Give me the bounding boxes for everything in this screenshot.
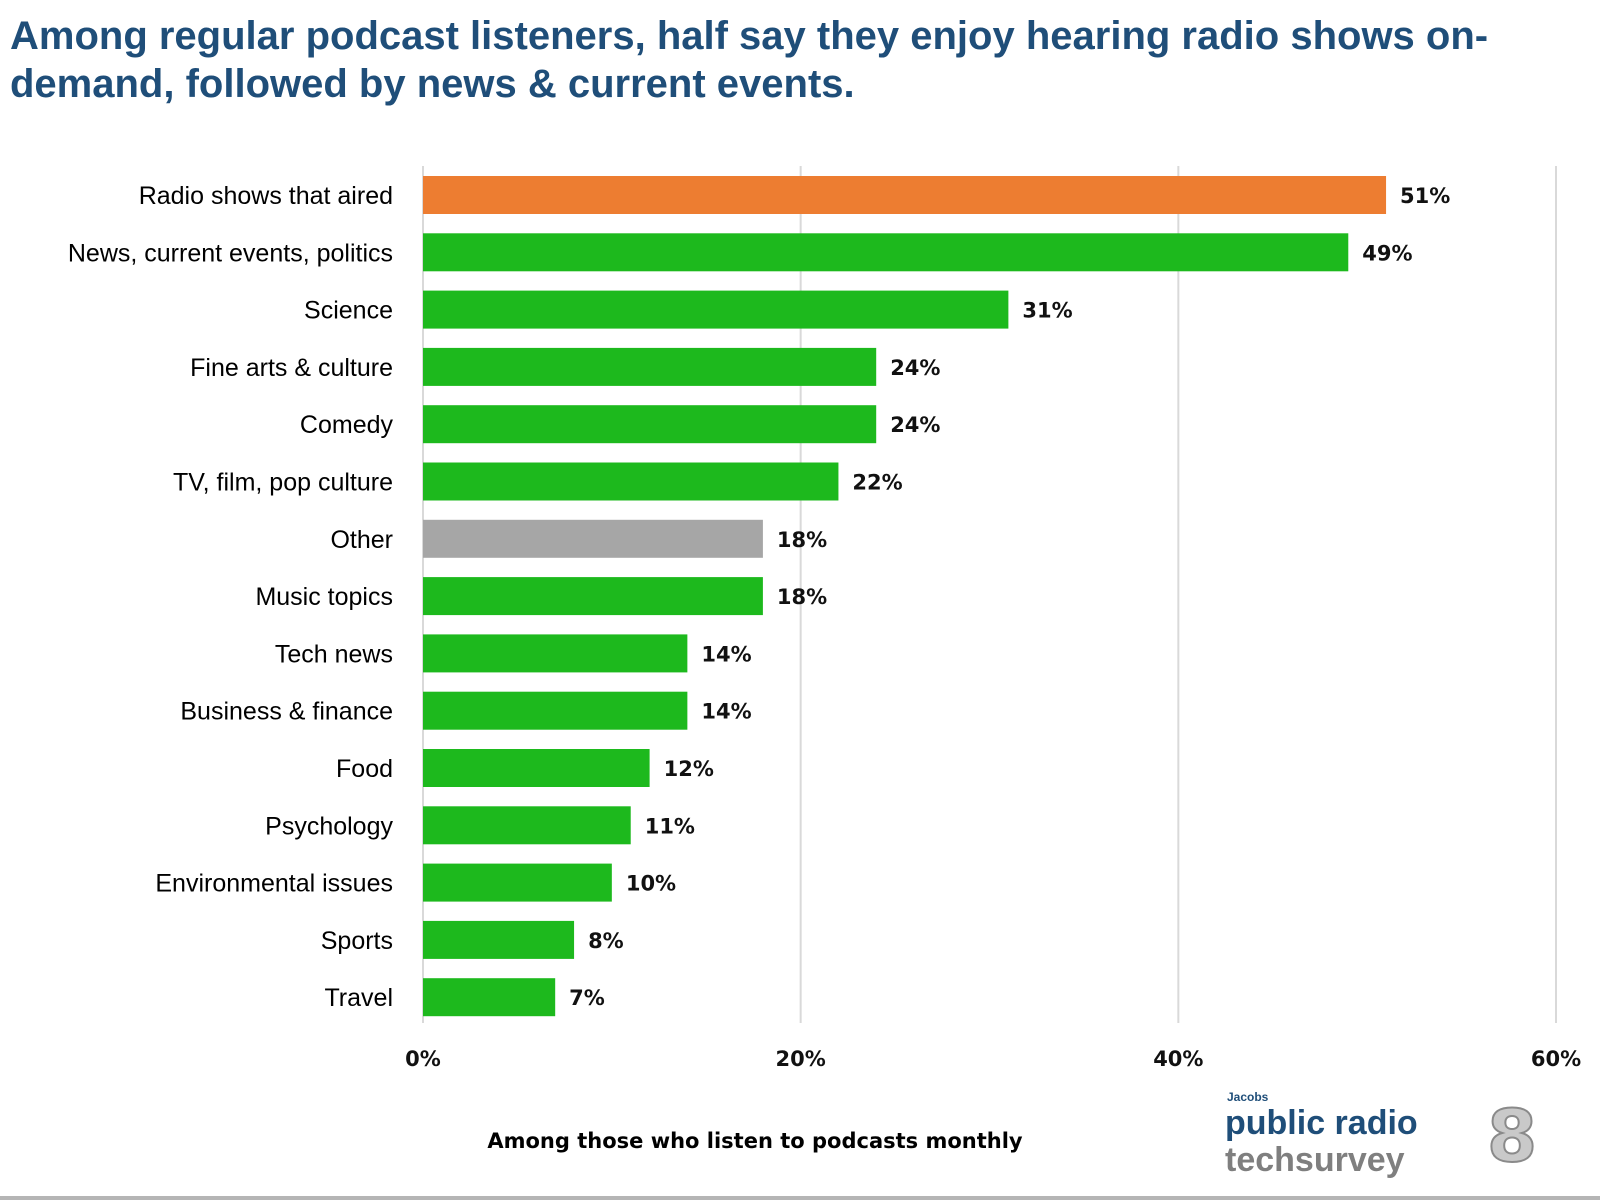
data-label: 24% [890, 356, 940, 380]
bar [423, 577, 763, 616]
category-label: Psychology [265, 812, 393, 840]
category-label: Tech news [275, 640, 393, 668]
logo-small-text: Jacobs [1227, 1090, 1269, 1104]
bar [423, 978, 556, 1017]
bar [423, 920, 575, 959]
x-axis-label: Among those who listen to podcasts month… [487, 1129, 1023, 1153]
data-label: 7% [569, 986, 605, 1010]
category-label: Science [304, 297, 393, 325]
bottom-divider [0, 1196, 1600, 1200]
category-label: Comedy [300, 411, 394, 439]
data-label: 24% [890, 413, 940, 437]
bar-chart: 0% 20% 40% 60% Radio shows that aired 51% News… [68, 166, 1581, 1071]
x-tick-label: 40% [1153, 1047, 1203, 1071]
bar [423, 863, 612, 902]
category-label: Radio shows that aired [139, 182, 393, 210]
bar [423, 691, 688, 730]
bar [423, 462, 839, 501]
bar [423, 233, 1349, 272]
data-label: 51% [1400, 184, 1450, 208]
category-label: Fine arts & culture [190, 354, 393, 382]
bar [423, 347, 877, 386]
x-tick-label: 20% [776, 1047, 826, 1071]
data-label: 49% [1362, 241, 1412, 265]
bar [423, 290, 1009, 329]
data-label: 8% [588, 929, 624, 953]
data-label: 22% [852, 471, 902, 495]
category-label: Business & finance [180, 698, 393, 726]
bar [423, 806, 631, 845]
logo-line2: techsurvey [1225, 1141, 1405, 1179]
category-label: Travel [324, 984, 393, 1012]
data-label: 10% [626, 872, 676, 896]
bar [423, 176, 1387, 214]
bar [423, 405, 877, 444]
category-label: News, current events, politics [68, 239, 393, 267]
bar [423, 634, 688, 673]
data-label: 14% [701, 642, 751, 666]
category-label: Food [336, 755, 393, 783]
chart-title: Among regular podcast listeners, half sa… [10, 14, 1489, 106]
bar [423, 519, 763, 558]
x-tick-label: 0% [405, 1047, 441, 1071]
data-label: 18% [777, 528, 827, 552]
category-label: Other [330, 526, 393, 554]
category-label: Environmental issues [155, 870, 393, 898]
category-label: TV, film, pop culture [173, 469, 393, 497]
logo-line1: public radio [1225, 1104, 1418, 1142]
data-label: 31% [1022, 299, 1072, 323]
data-label: 12% [664, 757, 714, 781]
category-label: Music topics [255, 583, 393, 611]
bar [423, 749, 650, 787]
data-label: 18% [777, 585, 827, 609]
data-label: 14% [701, 700, 751, 724]
techsurvey-logo: Jacobs public radio techsurvey 8 [1225, 1090, 1565, 1180]
logo-number: 8 [1486, 1093, 1538, 1179]
data-label: 11% [645, 814, 695, 838]
category-label: Sports [321, 927, 393, 955]
x-tick-label: 60% [1531, 1047, 1581, 1071]
